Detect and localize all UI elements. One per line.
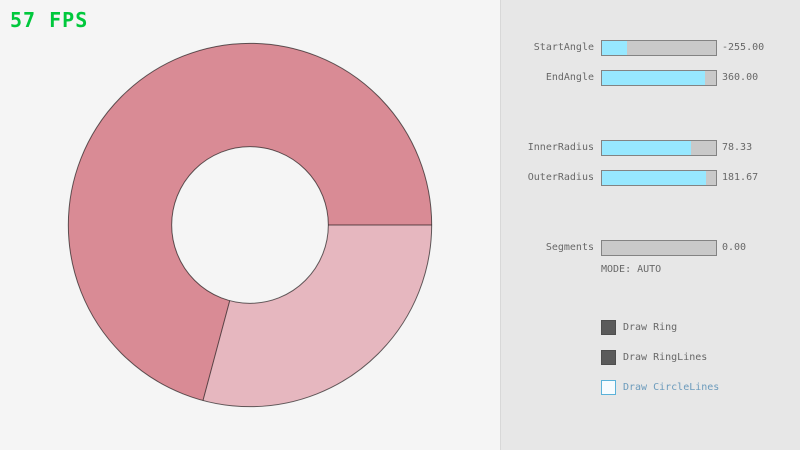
fps-counter: 57 FPS — [10, 8, 89, 32]
slider-label-outerradius: OuterRadius — [527, 172, 594, 183]
draw-ringlines-checkbox[interactable] — [601, 350, 616, 365]
draw-ring-label: Draw Ring — [623, 322, 678, 333]
slider-row-endangle: EndAngle 360.00 — [501, 70, 800, 86]
draw-ringlines-label: Draw RingLines — [623, 352, 708, 363]
slider-row-startangle: StartAngle -255.00 — [501, 40, 800, 56]
slider-label-innerradius: InnerRadius — [527, 142, 594, 153]
slider-value-outerradius: 181.67 — [722, 172, 759, 183]
slider-outerradius[interactable] — [601, 170, 717, 186]
slider-startangle[interactable] — [601, 40, 717, 56]
slider-fill — [602, 41, 627, 55]
checkbox-row-draw-ring: Draw Ring — [601, 320, 791, 335]
slider-label-startangle: StartAngle — [533, 42, 594, 53]
slider-fill — [602, 171, 706, 185]
slider-row-innerradius: InnerRadius 78.33 — [501, 140, 800, 156]
mode-indicator: MODE: AUTO — [601, 264, 662, 275]
draw-circlelines-checkbox[interactable] — [601, 380, 616, 395]
slider-value-endangle: 360.00 — [722, 72, 759, 83]
slider-value-segments: 0.00 — [722, 242, 747, 253]
checkbox-row-draw-ringlines: Draw RingLines — [601, 350, 791, 365]
slider-row-outerradius: OuterRadius 181.67 — [501, 170, 800, 186]
checkbox-row-draw-circlelines: Draw CircleLines — [601, 380, 791, 395]
draw-ring-checkbox[interactable] — [601, 320, 616, 335]
slider-value-startangle: -255.00 — [722, 42, 765, 53]
slider-row-segments: Segments 0.00 — [501, 240, 800, 256]
controls-panel: StartAngle -255.00 EndAngle 360.00 Inner… — [500, 0, 800, 450]
slider-endangle[interactable] — [601, 70, 717, 86]
slider-fill — [602, 71, 705, 85]
donut-ring — [67, 42, 433, 408]
slider-fill — [602, 141, 692, 155]
slider-innerradius[interactable] — [601, 140, 717, 156]
slider-segments[interactable] — [601, 240, 717, 256]
slider-label-segments: Segments — [545, 242, 594, 253]
draw-circlelines-label: Draw CircleLines — [623, 382, 720, 393]
slider-label-endangle: EndAngle — [545, 72, 594, 83]
slider-value-innerradius: 78.33 — [722, 142, 753, 153]
